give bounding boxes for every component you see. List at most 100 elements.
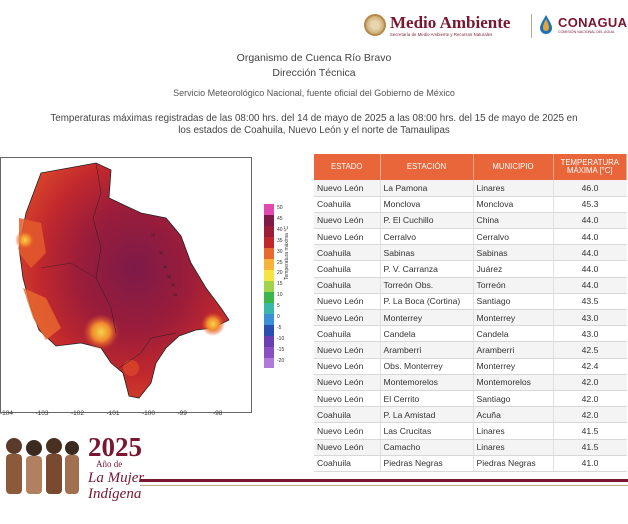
table-row: Nuevo León Camacho Linares 41.5: [314, 439, 627, 456]
svg-text:15: 15: [151, 233, 155, 237]
cell-temperatura: 41.0: [552, 455, 627, 472]
cell-estacion: Monclova: [379, 196, 473, 213]
cell-estacion: Montemorelos: [379, 374, 473, 391]
map-frame: 15 30 34 35 35 35: [0, 157, 252, 413]
direccion-title: Dirección Técnica: [272, 67, 356, 79]
cell-municipio: Santiago: [472, 390, 553, 408]
colorbar-tick-label: 5: [277, 303, 280, 310]
table-row: Nuevo León P. La Boca (Cortina) Santiago 43…: [314, 293, 627, 311]
cell-estado: Nuevo León: [314, 341, 380, 359]
cell-municipio: Piedras Negras: [472, 455, 553, 472]
cell-estado: Nuevo León: [314, 422, 380, 440]
colorbar-tick-label: 25: [277, 259, 283, 266]
water-drop-icon: [540, 15, 552, 34]
longitude-tick-label: -101: [106, 410, 120, 417]
longitude-tick-label: -99: [177, 410, 187, 417]
cell-temperatura: 41.5: [552, 422, 627, 440]
cell-estado: Nuevo León: [314, 439, 380, 456]
table-row: Coahuila Candela Candela 43.0: [314, 325, 627, 343]
cell-estado: Nuevo León: [314, 358, 380, 375]
table-row: Coahuila Piedras Negras Piedras Negras 41.0: [314, 455, 627, 472]
table-row: Coahuila Torreón Obs. Torreón 44.0: [314, 277, 627, 294]
svg-text:35: 35: [171, 283, 175, 287]
colorbar-tick-label: -5: [277, 324, 282, 331]
footer-band: [140, 479, 628, 482]
cell-estacion: Aramberri: [379, 341, 473, 359]
cell-estacion: P. V. Carranza: [379, 260, 473, 278]
report-description: Temperaturas máximas registradas de las …: [30, 113, 598, 137]
cell-estado: Nuevo León: [314, 180, 380, 197]
hotspot-saltillo: [83, 314, 119, 350]
cell-estacion: Las Crucitas: [379, 422, 473, 440]
cell-temperatura: 43.0: [552, 325, 627, 343]
cell-estacion: Cerralvo: [379, 228, 473, 246]
hotspot-west: [15, 230, 35, 250]
cell-estacion: Torreón Obs.: [379, 277, 473, 294]
cell-temperatura: 41.5: [552, 439, 627, 456]
conagua-title: CONAGUA: [558, 15, 628, 30]
cell-municipio: Cerralvo: [472, 228, 553, 246]
cell-municipio: Monterrey: [472, 309, 553, 327]
table-row: Coahuila P. La Amistad Acuña 42.0: [314, 406, 627, 424]
cell-estado: Coahuila: [314, 260, 380, 278]
cell-estado: Coahuila: [314, 196, 380, 213]
cell-temperatura: 42.0: [552, 390, 627, 408]
cell-temperatura: 42.4: [552, 358, 627, 375]
cell-estado: Nuevo León: [314, 390, 380, 408]
cell-estacion: La Pamona: [379, 180, 473, 197]
year-sub-label: Año de: [96, 459, 123, 469]
conagua-subtitle: COMISIÓN NACIONAL DEL AGUA: [558, 30, 615, 34]
cell-temperatura: 42.5: [552, 341, 627, 359]
cell-municipio: Acuña: [472, 406, 553, 424]
cell-municipio: Monclova: [472, 196, 553, 213]
cell-municipio: Linares: [472, 422, 553, 440]
cell-estacion: Monterrey: [379, 309, 473, 327]
cell-estacion: P. La Amistad: [379, 406, 473, 424]
colorbar-tick-label: -20: [277, 357, 285, 364]
svg-text:30: 30: [159, 251, 163, 255]
colorbar-tick-label: 45: [277, 215, 283, 222]
source-note: Servicio Meteorológico Nacional, fuente …: [173, 88, 455, 98]
svg-text:34: 34: [163, 265, 167, 269]
temperature-map: 15 30 34 35 35 35 50 45 40 35 30 25 20 15 10 5 0 -5…: [0, 152, 300, 422]
colorbar-tick-label: 30: [277, 248, 283, 255]
logo-divider: [531, 14, 532, 38]
cell-temperatura: 42.0: [552, 374, 627, 391]
cell-temperatura: 44.0: [552, 212, 627, 230]
table-row: Nuevo León Montemorelos Montemorelos 42.0: [314, 374, 627, 391]
conagua-logo: CONAGUA COMISIÓN NACIONAL DEL AGUA: [538, 14, 627, 36]
cell-municipio: Monterrey: [472, 358, 553, 375]
cell-municipio: China: [472, 212, 553, 230]
cell-municipio: Linares: [472, 180, 553, 197]
colorbar-tick-label: 0: [277, 314, 280, 320]
cell-municipio: Candela: [472, 325, 553, 343]
table-row: Coahuila Sabinas Sabinas 44.0: [314, 244, 627, 262]
medio-ambiente-subtitle: Secretaría de Medio Ambiente y Recursos …: [390, 31, 493, 37]
svg-text:35: 35: [173, 293, 177, 297]
cell-estacion: El Cerrito: [379, 390, 473, 408]
cell-municipio: Linares: [472, 439, 553, 456]
table-row: Nuevo León Obs. Monterrey Monterrey 42.4: [314, 358, 627, 375]
medio-ambiente-title: Medio Ambiente: [390, 12, 511, 32]
cell-estado: Nuevo León: [314, 212, 380, 230]
cell-estado: Coahuila: [314, 244, 380, 262]
table-row: Nuevo León El Cerrito Santiago 42.0: [314, 390, 627, 408]
table-row: Nuevo León Aramberri Aramberri 42.5: [314, 341, 627, 359]
organismo-title: Organismo de Cuenca Río Bravo: [236, 52, 392, 64]
table-row: Nuevo León Cerralvo Cerralvo 44.0: [314, 228, 627, 246]
header-temperatura: TEMPERATURA MÁXIMA [°C]: [553, 154, 627, 180]
cell-temperatura: 42.0: [552, 406, 627, 424]
cell-temperatura: 44.0: [552, 260, 627, 278]
colorbar-tick-label: -15: [277, 346, 285, 353]
report-description-line2: los estados de Coahuila, Nuevo León y el…: [178, 125, 450, 136]
longitude-tick-label: -98: [213, 410, 223, 417]
longitude-tick-label: -100: [142, 410, 156, 417]
cell-estacion: Candela: [379, 325, 473, 343]
cell-estado: Coahuila: [314, 406, 380, 424]
header-municipio: MUNICIPIO: [473, 154, 554, 180]
cell-temperatura: 45.3: [552, 196, 627, 213]
colorbar-tick-label: 40: [277, 226, 283, 233]
map-svg: 15 30 34 35 35 35: [15, 162, 230, 399]
cell-estado: Coahuila: [314, 455, 380, 472]
cell-estado: Nuevo León: [314, 374, 380, 391]
